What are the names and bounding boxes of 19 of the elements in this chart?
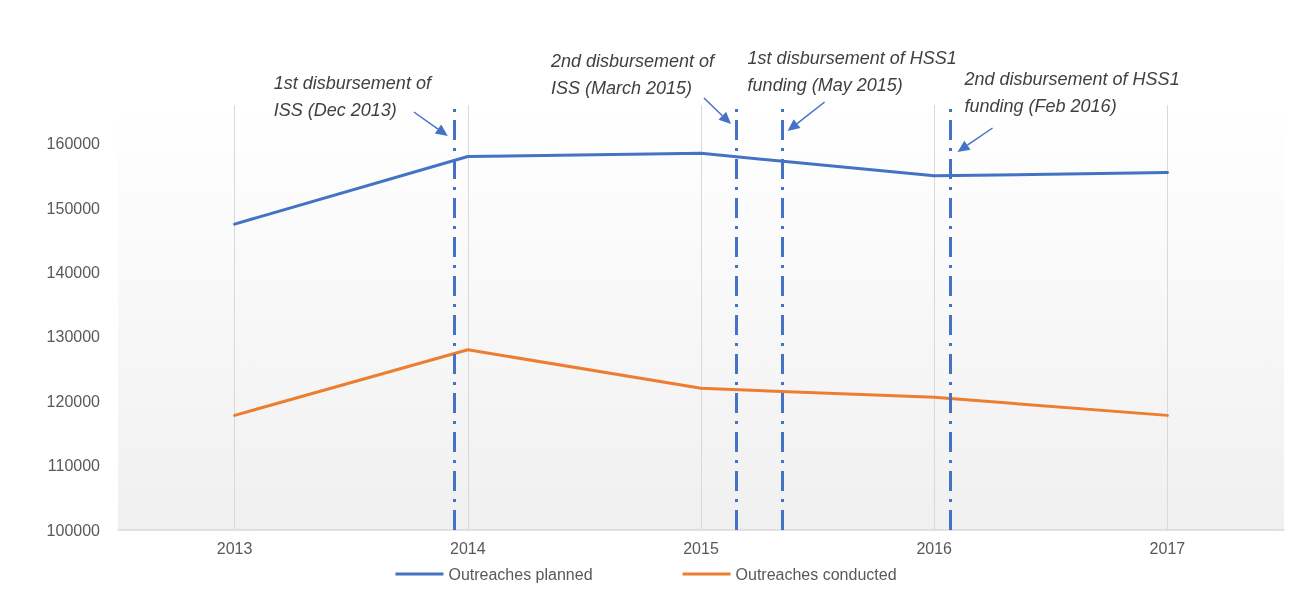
line-series [233,348,1169,417]
ref-line-label: 1st disbursement of HSS1 funding (May 2015) [747,48,957,95]
ref-line-label: 1st disbursement of ISS (Dec 2013) [273,72,434,122]
ref-line-label: 2nd disbursement of HSS1 funding (Feb 2016) [964,68,1181,118]
x-tick-label: 2014 [450,539,486,557]
y-tick-label: 130000 [46,328,101,346]
x-tick-label: 2015 [683,539,719,557]
legend-label: Outreaches conducted [735,565,897,583]
x-tick-label: 2017 [1149,539,1186,557]
y-tick-label: 110000 [47,457,101,475]
y-tick-label: 120000 [46,392,101,410]
ref-line-label: 2nd disbursement of ISS (March 2015) [550,50,717,100]
legend-label: Outreaches planned [448,565,593,583]
y-tick-label: 160000 [46,135,101,153]
y-tick-label: 140000 [46,263,101,281]
y-tick-label: 150000 [46,199,101,217]
x-tick-label: 2013 [216,539,253,557]
x-tick-label: 2016 [916,539,953,557]
y-tick-label: 100000 [46,521,101,539]
